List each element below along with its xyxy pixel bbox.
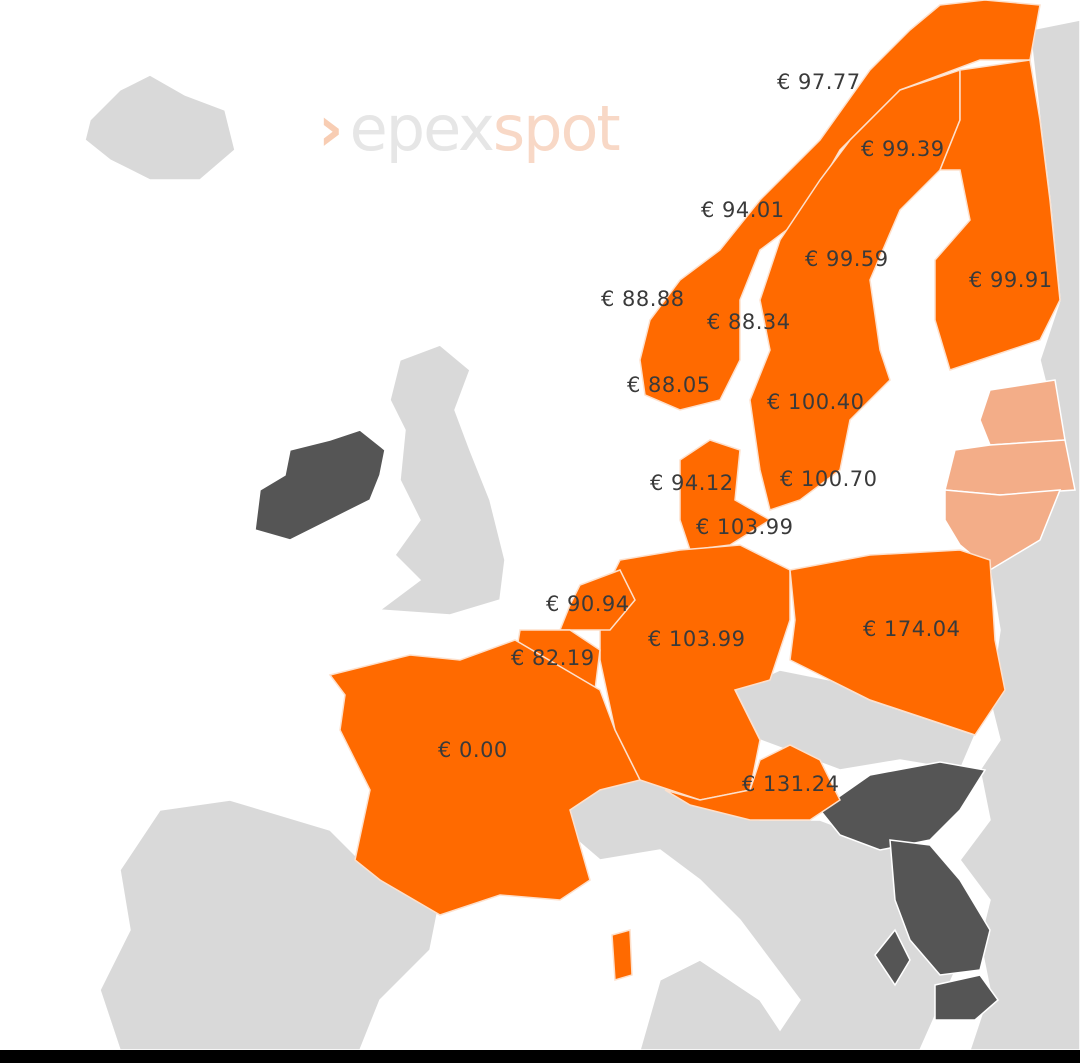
eastern-europe (959, 19, 1080, 1051)
price-label-fi: € 99.91 (969, 268, 1053, 292)
germany-group (599, 544, 791, 801)
france (328, 639, 642, 916)
lithuania (944, 489, 1062, 571)
price-label-no4: € 97.77 (777, 70, 861, 94)
screen-bottom-bar (0, 1050, 1080, 1063)
austria (664, 744, 841, 821)
price-label-nl: € 90.94 (546, 592, 630, 616)
iberia (99, 799, 441, 1051)
chevron-icon: › (318, 92, 344, 165)
north-macedonia-no-data (934, 974, 1000, 1021)
finland (934, 59, 1061, 371)
denmark (679, 439, 772, 551)
norway (639, 0, 1041, 411)
epexspot-logo: › epexspot (318, 92, 621, 165)
iceland (84, 74, 236, 181)
ireland-no-data (254, 429, 386, 541)
price-label-fr: € 0.00 (438, 738, 508, 762)
estonia (979, 379, 1066, 446)
serbia-no-data (889, 839, 991, 976)
price-label-se4: € 100.70 (780, 467, 878, 491)
price-label-no1: € 88.34 (707, 310, 791, 334)
price-label-no5: € 88.88 (601, 287, 685, 311)
great-britain (377, 344, 506, 616)
price-label-dk1: € 94.12 (650, 471, 734, 495)
poland (789, 549, 1006, 736)
corsica (611, 929, 633, 981)
price-label-dk2: € 103.99 (696, 515, 794, 539)
price-label-se1: € 99.39 (861, 137, 945, 161)
price-label-no2: € 88.05 (627, 373, 711, 397)
price-label-be: € 82.19 (511, 646, 595, 670)
latvia (944, 439, 1076, 496)
sweden (749, 68, 961, 511)
price-label-pl: € 174.04 (863, 617, 961, 641)
price-label-no3: € 94.01 (701, 198, 785, 222)
hungary-no-data (818, 761, 987, 851)
price-label-se2: € 99.59 (805, 247, 889, 271)
montenegro-no-data (874, 928, 911, 987)
netherlands (558, 569, 636, 631)
price-label-at: € 131.24 (742, 772, 840, 796)
price-label-de: € 103.99 (648, 627, 746, 651)
price-label-se3: € 100.40 (767, 390, 865, 414)
